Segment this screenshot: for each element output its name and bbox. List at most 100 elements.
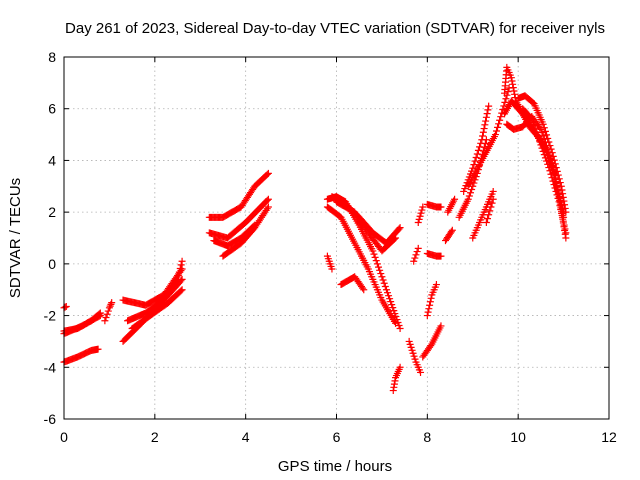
data-point-track-am <box>540 151 548 159</box>
data-point-track-n <box>371 253 379 261</box>
data-point-track-am <box>546 167 554 175</box>
data-point-track-am <box>545 164 553 172</box>
data-point-track-y <box>424 308 432 316</box>
data-point-track-ae <box>484 106 492 114</box>
data-point-track-am <box>557 206 565 214</box>
data-point-track-am <box>555 198 563 206</box>
data-point-track-f <box>178 257 186 265</box>
x-tick-label: 0 <box>60 429 68 445</box>
data-point-track-am <box>531 125 539 133</box>
data-point-track-u <box>409 349 417 357</box>
data-point-track-ae <box>479 128 487 136</box>
data-point-track-ae <box>472 154 480 162</box>
data-point-track-al <box>543 131 551 139</box>
data-point-track-n <box>377 270 385 278</box>
data-point-track-al <box>560 197 568 205</box>
data-point-track-ae <box>483 110 491 118</box>
data-point-track-n <box>381 282 389 290</box>
data-point-track-af <box>497 113 505 121</box>
data-point-track-n <box>372 257 380 265</box>
data-point-track-v <box>418 206 426 214</box>
data-point-track-ae <box>469 164 477 172</box>
x-tick-label: 4 <box>242 429 250 445</box>
data-point-track-am <box>528 115 536 123</box>
data-point-track-m <box>264 203 272 211</box>
data-point-track-am <box>558 209 566 217</box>
data-point-track-n <box>384 289 392 297</box>
data-point-track-ae <box>471 157 479 165</box>
data-point-track-n <box>396 325 404 332</box>
data-point-track-ac <box>451 195 459 203</box>
data-point-track-v <box>419 203 427 211</box>
data-point-track-w <box>410 257 418 265</box>
data-point-track-p <box>395 225 403 233</box>
data-point-track-al <box>559 190 567 198</box>
data-point-track-e <box>101 317 109 325</box>
x-tick-label: 6 <box>333 429 341 445</box>
y-tick-label: -2 <box>44 308 57 324</box>
data-point-track-n <box>389 304 397 312</box>
data-point-track-ad <box>468 186 476 194</box>
data-point-track-ae <box>485 102 493 110</box>
data-point-track-y <box>426 298 434 306</box>
data-point-track-al <box>559 193 567 201</box>
x-axis-label: GPS time / hours <box>278 458 392 475</box>
data-point-track-u <box>407 343 415 351</box>
data-point-track-al <box>550 156 558 164</box>
data-point-track-am <box>559 217 567 225</box>
data-point-track-j <box>264 169 272 177</box>
data-point-track-n <box>370 250 378 258</box>
data-point-track-y <box>426 301 434 309</box>
data-point-track-af <box>495 120 503 128</box>
x-tick-label: 2 <box>151 429 159 445</box>
data-point-track-n <box>375 263 383 271</box>
data-point-track-u <box>411 355 419 363</box>
y-axis-ticks: -6 -4 -2 0 2 4 6 8 <box>44 49 609 427</box>
x-tick-label: 8 <box>423 429 431 445</box>
data-point-track-ak <box>538 129 546 137</box>
data-point-track-i <box>178 286 186 294</box>
data-point-track-al <box>553 167 561 175</box>
data-point-track-y <box>432 281 440 289</box>
data-point-track-ae <box>482 117 490 125</box>
data-point-track-am <box>529 118 537 126</box>
data-point-track-ad <box>465 192 473 200</box>
data-point-track-z <box>437 203 445 211</box>
y-tick-label: 6 <box>48 101 56 117</box>
data-point-track-e <box>106 302 114 310</box>
data-point-track-am <box>556 202 564 210</box>
data-point-track-al <box>555 175 563 183</box>
data-point-track-u <box>406 340 414 348</box>
data-point-track-n <box>387 298 395 306</box>
data-point-track-u <box>408 346 416 354</box>
data-point-track-h <box>177 277 185 285</box>
data-point-track-n <box>378 273 386 281</box>
data-point-track-ak <box>537 125 545 133</box>
data-point-track-e <box>102 314 110 322</box>
data-point-track-u <box>410 352 418 360</box>
data-point-track-am <box>562 229 570 237</box>
data-point-track-al <box>548 149 556 157</box>
data-point-track-am <box>538 144 546 152</box>
data-point-track-ad <box>464 195 472 203</box>
data-point-track-am <box>550 181 558 189</box>
data-point-track-w <box>412 251 420 259</box>
data-point-track-af <box>491 131 499 139</box>
data-point-track-e <box>108 299 116 307</box>
data-point-track-q <box>390 235 398 243</box>
data-point-track-t <box>396 363 404 371</box>
data-point-track-w <box>413 248 421 256</box>
data-point-track-n <box>373 260 381 268</box>
data-point-track-al <box>562 208 570 216</box>
x-tick-label: 12 <box>601 429 617 445</box>
data-point-track-am <box>544 160 552 168</box>
y-tick-label: 8 <box>48 49 56 65</box>
data-point-track-al <box>551 160 559 168</box>
data-point-track-am <box>549 177 557 185</box>
data-point-track-w <box>414 244 422 252</box>
data-point-track-al <box>547 145 555 153</box>
data-point-track-n <box>382 286 390 294</box>
data-point-track-al <box>561 201 569 209</box>
data-point-track-am <box>532 128 540 136</box>
data-point-track-h <box>178 275 186 283</box>
